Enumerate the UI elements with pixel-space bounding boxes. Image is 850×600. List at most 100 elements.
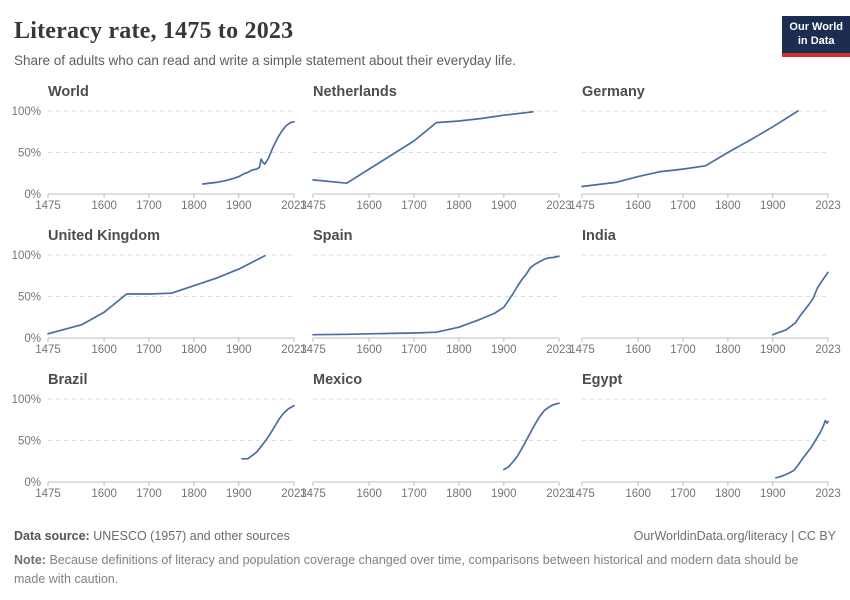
data-line <box>775 419 829 479</box>
x-axis-tick-label: 1900 <box>491 344 517 356</box>
x-axis-tick-label: 1700 <box>136 200 162 212</box>
line-chart: 1475 1600 1700 1800 1900 2023 <box>569 254 841 356</box>
chart-panel-united-kingdom: United Kingdom 100% 50% 0% 1475 1600 1700 1800 1… <box>12 226 307 357</box>
y-axis-tick-label: 100% <box>12 106 41 118</box>
line-chart: 1475 1600 1700 1800 1900 2023 <box>569 110 841 212</box>
data-source-label: Data source: <box>14 529 90 543</box>
chart-panel-brazil: Brazil 100% 50% 0% 1475 1600 1700 1800 1900 2023 <box>12 370 307 501</box>
y-axis-tick-label: 50% <box>18 436 41 448</box>
x-axis-tick-label: 1700 <box>401 200 427 212</box>
footnote-text: Because definitions of literacy and popu… <box>14 553 799 586</box>
footnote-label: Note: <box>14 553 46 567</box>
owid-logo-line2: in Data <box>797 35 835 48</box>
x-axis-tick-label: 1475 <box>569 488 595 500</box>
y-axis-tick-label: 0% <box>24 477 41 489</box>
y-axis-tick-label: 50% <box>18 148 41 160</box>
x-axis-tick-label: 1900 <box>760 344 786 356</box>
x-axis-tick-label: 1700 <box>136 344 162 356</box>
x-axis-tick-label: 1900 <box>226 344 252 356</box>
x-axis-tick-label: 1900 <box>760 200 786 212</box>
chart-panel-egypt: Egypt 1475 1600 1700 1800 1900 2023 <box>569 370 842 501</box>
charts-grid: World 100% 50% 0% 1475 1600 1700 1800 1900 2023 Ne… <box>12 82 841 501</box>
x-axis-tick-label: 1800 <box>715 344 741 356</box>
x-axis-tick-label: 1700 <box>401 488 427 500</box>
data-line <box>312 255 560 336</box>
x-axis-tick-label: 1475 <box>300 344 326 356</box>
x-axis-tick-label: 2023 <box>546 344 572 356</box>
owid-logo-line1: Our World <box>789 21 843 33</box>
x-axis-tick-label: 1600 <box>356 488 382 500</box>
x-axis-tick-label: 1475 <box>35 200 61 212</box>
chart-title: Netherlands <box>313 84 397 100</box>
x-axis-tick-label: 1600 <box>356 200 382 212</box>
x-axis-tick-label: 1900 <box>226 488 252 500</box>
x-axis-tick-label: 1800 <box>446 200 472 212</box>
owid-license-link[interactable]: OurWorldinData.org/literacy | CC BY <box>633 529 836 543</box>
x-axis-tick-label: 1475 <box>300 488 326 500</box>
x-axis-tick-label: 2023 <box>281 344 307 356</box>
chart-panel-mexico: Mexico 1475 1600 1700 1800 1900 2023 <box>300 370 573 501</box>
chart-panel-spain: Spain 1475 1600 1700 1800 1900 2023 <box>300 226 573 357</box>
x-axis-tick-label: 1800 <box>715 200 741 212</box>
data-line <box>241 404 295 460</box>
footnote: Note: Because definitions of literacy an… <box>14 551 814 589</box>
data-source-text: UNESCO (1957) and other sources <box>93 529 290 543</box>
line-chart: 100% 50% 0%1475 1600 1700 1800 1900 2023 <box>12 250 307 356</box>
owid-logo[interactable]: Our World in Data <box>782 16 850 57</box>
x-axis-tick-label: 1600 <box>625 200 651 212</box>
x-axis-tick-label: 1800 <box>446 488 472 500</box>
footer: Data source: UNESCO (1957) and other sou… <box>14 529 836 589</box>
x-axis-tick-label: 1475 <box>35 488 61 500</box>
x-axis-tick-label: 1900 <box>491 200 517 212</box>
y-axis-tick-label: 0% <box>24 189 41 201</box>
x-axis-tick-label: 2023 <box>815 200 841 212</box>
x-axis-tick-label: 1475 <box>300 200 326 212</box>
data-line <box>771 271 829 336</box>
line-chart: 1475 1600 1700 1800 1900 2023 <box>300 254 572 356</box>
x-axis-tick-label: 2023 <box>281 488 307 500</box>
x-axis-tick-label: 1800 <box>181 200 207 212</box>
x-axis-tick-label: 2023 <box>281 200 307 212</box>
x-axis-tick-label: 1700 <box>670 200 696 212</box>
x-axis-tick-label: 2023 <box>815 488 841 500</box>
x-axis-tick-label: 2023 <box>815 344 841 356</box>
x-axis-tick-label: 1700 <box>401 344 427 356</box>
x-axis-tick-label: 1600 <box>625 488 651 500</box>
x-axis-tick-label: 1900 <box>491 488 517 500</box>
chart-title: India <box>582 228 616 244</box>
x-axis-tick-label: 1900 <box>760 488 786 500</box>
data-line <box>581 110 799 188</box>
chart-panel-world: World 100% 50% 0% 1475 1600 1700 1800 1900 2023 <box>12 82 307 213</box>
x-axis-tick-label: 1600 <box>91 488 117 500</box>
data-line <box>47 254 266 335</box>
page-subtitle: Share of adults who can read and write a… <box>14 53 517 68</box>
data-source: Data source: UNESCO (1957) and other sou… <box>14 529 290 543</box>
chart-title: Egypt <box>582 372 623 388</box>
line-chart: 1475 1600 1700 1800 1900 2023 <box>569 398 841 500</box>
chart-title: Mexico <box>313 372 363 388</box>
x-axis-tick-label: 1600 <box>91 200 117 212</box>
x-axis-tick-label: 1475 <box>35 344 61 356</box>
x-axis-tick-label: 1800 <box>715 488 741 500</box>
page-title: Literacy rate, 1475 to 2023 <box>14 18 294 44</box>
chart-title: World <box>48 84 89 100</box>
data-line <box>202 120 295 185</box>
chart-title: Germany <box>582 84 645 100</box>
chart-panel-germany: Germany 1475 1600 1700 1800 1900 2023 <box>569 82 842 213</box>
chart-title: Spain <box>313 228 353 244</box>
x-axis-tick-label: 1600 <box>356 344 382 356</box>
x-axis-tick-label: 1700 <box>136 488 162 500</box>
y-axis-tick-label: 0% <box>24 333 41 345</box>
x-axis-tick-label: 1600 <box>625 344 651 356</box>
x-axis-tick-label: 1700 <box>670 344 696 356</box>
line-chart: 1475 1600 1700 1800 1900 2023 <box>300 110 572 212</box>
x-axis-tick-label: 1900 <box>226 200 252 212</box>
data-line <box>502 402 560 471</box>
x-axis-tick-label: 1475 <box>569 344 595 356</box>
y-axis-tick-label: 50% <box>18 292 41 304</box>
line-chart: 100% 50% 0%1475 1600 1700 1800 1900 2023 <box>12 394 307 500</box>
x-axis-tick-label: 2023 <box>546 200 572 212</box>
chart-title: United Kingdom <box>48 228 160 244</box>
data-line <box>312 110 534 185</box>
line-chart: 1475 1600 1700 1800 1900 2023 <box>300 398 572 500</box>
